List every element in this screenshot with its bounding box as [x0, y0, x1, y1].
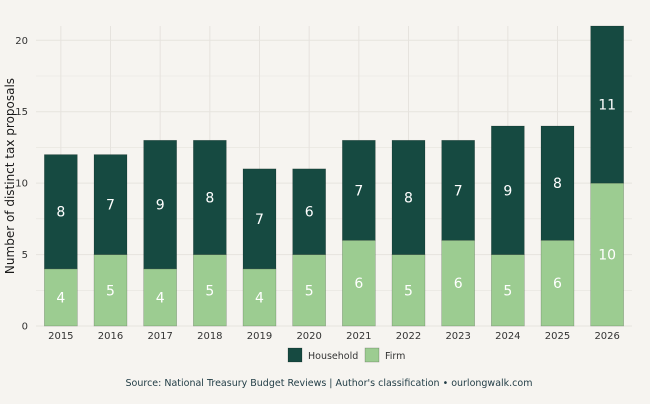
y-tick-label: 0	[22, 322, 28, 333]
x-tick-label: 2017	[147, 331, 172, 342]
bar-firm	[242, 268, 277, 327]
bar-household	[242, 168, 277, 270]
bar-household	[540, 125, 575, 241]
legend-swatch-household	[287, 347, 303, 363]
data-label-household: 7	[106, 198, 115, 214]
bar-firm	[44, 268, 78, 327]
bar-household	[143, 139, 177, 270]
data-label-firm: 5	[106, 283, 115, 299]
data-label-firm: 5	[404, 283, 413, 299]
data-label-firm: 4	[56, 290, 65, 306]
y-tick-label: 5	[22, 250, 28, 261]
data-label-household: 9	[156, 198, 165, 214]
legend-swatch-firm	[364, 347, 380, 363]
data-label-household: 11	[598, 98, 616, 114]
data-label-household: 6	[305, 205, 314, 221]
bar-firm	[491, 254, 525, 327]
bar-firm	[143, 268, 177, 327]
x-tick-label: 2019	[247, 331, 272, 342]
x-tick-label: 2018	[197, 331, 222, 342]
data-label-firm: 4	[255, 290, 264, 306]
bar-firm	[590, 182, 624, 327]
data-label-household: 9	[503, 183, 512, 199]
bar-firm	[540, 239, 575, 327]
data-label-household: 7	[255, 212, 264, 228]
bar-firm	[391, 254, 426, 327]
bar-household	[93, 154, 128, 255]
data-label-firm: 6	[354, 276, 363, 292]
data-label-firm: 10	[598, 248, 616, 264]
legend-label-firm: Firm	[385, 351, 405, 362]
data-label-firm: 6	[553, 276, 562, 292]
x-tick-label: 2024	[495, 331, 520, 342]
bar-household	[491, 125, 525, 255]
x-tick-label: 2023	[445, 331, 470, 342]
data-label-household: 7	[454, 183, 463, 199]
data-label-firm: 5	[205, 283, 214, 299]
data-label-household: 7	[354, 183, 363, 199]
y-tick-label: 20	[15, 36, 28, 47]
x-tick-label: 2026	[594, 331, 619, 342]
data-label-firm: 5	[305, 283, 314, 299]
y-tick-label: 10	[15, 179, 28, 190]
bar-household	[292, 168, 326, 255]
x-tick-label: 2025	[545, 331, 570, 342]
data-label-household: 8	[205, 190, 214, 206]
legend-label-household: Household	[308, 351, 358, 362]
data-label-firm: 5	[503, 283, 512, 299]
chart-caption: Source: National Treasury Budget Reviews…	[126, 378, 533, 389]
data-label-household: 8	[553, 176, 562, 192]
data-label-firm: 4	[156, 290, 165, 306]
x-tick-label: 2021	[346, 331, 371, 342]
bar-household	[44, 154, 78, 270]
bar-firm	[193, 254, 227, 327]
y-axis-label: Number of distinct tax proposals	[3, 78, 17, 274]
y-tick-label: 15	[15, 107, 28, 118]
data-label-household: 8	[56, 205, 65, 221]
x-tick-label: 2015	[48, 331, 73, 342]
x-tick-label: 2020	[296, 331, 321, 342]
bar-firm	[441, 239, 475, 327]
x-tick-label: 2016	[98, 331, 123, 342]
bar-household	[590, 25, 624, 184]
x-tick-label: 2022	[396, 331, 421, 342]
bar-household	[342, 139, 376, 241]
bar-household	[441, 139, 475, 241]
bar-household	[193, 139, 227, 255]
data-label-household: 8	[404, 190, 413, 206]
bar-household	[391, 139, 426, 255]
data-label-firm: 6	[454, 276, 463, 292]
